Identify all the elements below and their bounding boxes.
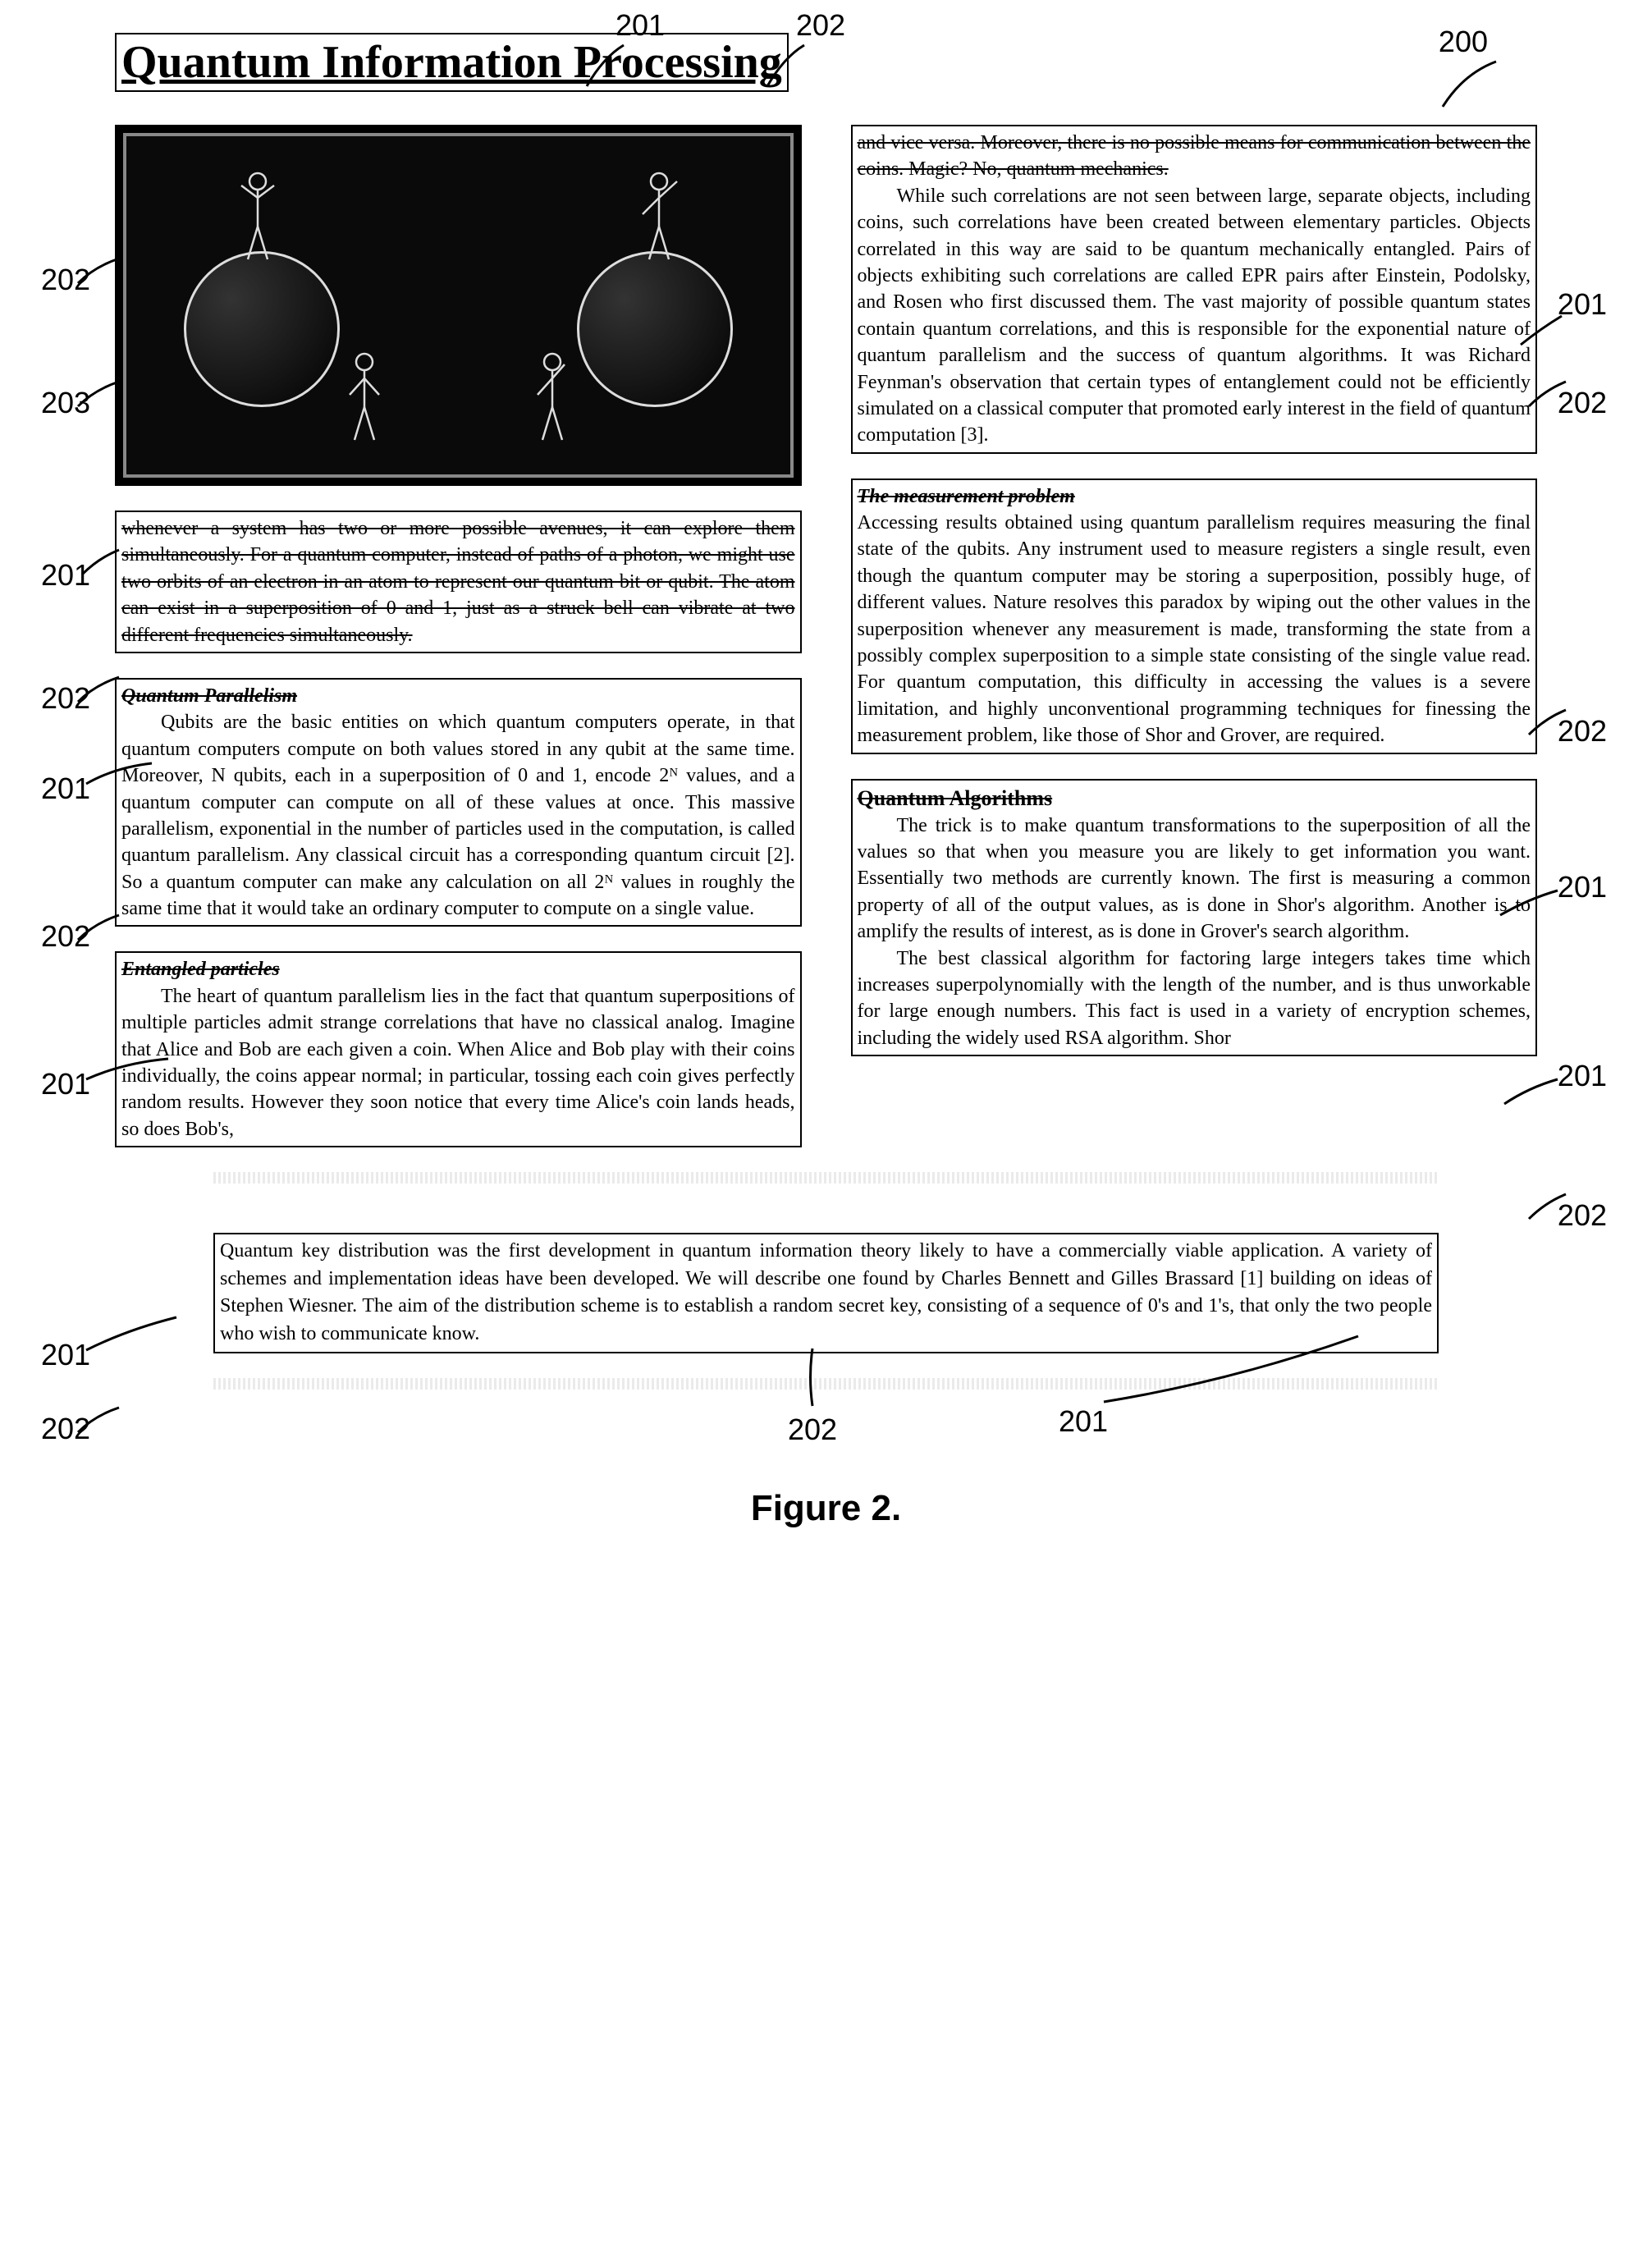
annotation-202: 202 bbox=[1558, 714, 1607, 749]
paragraph-text: The heart of quantum parallelism lies in… bbox=[121, 983, 795, 1142]
figure-caption: Figure 2. bbox=[49, 1488, 1603, 1529]
paragraph-text: Accessing results obtained using quantum… bbox=[858, 510, 1531, 749]
annotation-201: 201 bbox=[41, 772, 90, 806]
page-title: Quantum Information Processing bbox=[115, 33, 789, 92]
paragraph-text: whenever a system has two or more possib… bbox=[121, 518, 795, 646]
paragraph-text: The trick is to make quantum transformat… bbox=[858, 813, 1531, 946]
text-block: whenever a system has two or more possib… bbox=[115, 511, 802, 653]
annotation-202: 202 bbox=[1558, 386, 1607, 420]
text-block: Entangled particles The heart of quantum… bbox=[115, 951, 802, 1147]
stick-figure bbox=[528, 350, 577, 448]
annotation-202: 202 bbox=[41, 263, 90, 297]
lead-line bbox=[804, 1344, 821, 1410]
annotation-201: 201 bbox=[41, 1067, 90, 1101]
annotation-203: 203 bbox=[41, 386, 90, 420]
annotation-201: 201 bbox=[1558, 287, 1607, 322]
stick-figure bbox=[233, 169, 282, 268]
section-heading: Quantum Parallelism bbox=[121, 683, 795, 709]
stick-figure bbox=[634, 169, 684, 268]
two-column-layout: whenever a system has two or more possib… bbox=[115, 125, 1537, 1147]
paragraph-text: While such correlations are not seen bet… bbox=[858, 183, 1531, 449]
text-block: Quantum Algorithms The trick is to make … bbox=[851, 779, 1538, 1057]
text-block: Quantum Parallelism Qubits are the basic… bbox=[115, 678, 802, 927]
sphere-right bbox=[577, 251, 733, 407]
text-block-bottom: Quantum key distribution was the first d… bbox=[213, 1233, 1439, 1353]
annotation-201: 201 bbox=[1059, 1404, 1108, 1439]
page: 200 201 202 Quantum Information Processi… bbox=[49, 33, 1603, 1529]
section-heading: Entangled particles bbox=[121, 956, 795, 982]
lead-line bbox=[82, 1313, 181, 1354]
text-block: and vice versa. Moreover, there is no po… bbox=[851, 125, 1538, 454]
stick-figure bbox=[340, 350, 389, 448]
annotation-201: 201 bbox=[41, 558, 90, 593]
annotation-202: 202 bbox=[41, 681, 90, 716]
paragraph-text: Quantum key distribution was the first d… bbox=[220, 1240, 1432, 1344]
annotation-202: 202 bbox=[796, 8, 845, 43]
lead-line bbox=[1439, 57, 1504, 115]
annotation-201: 201 bbox=[1558, 1059, 1607, 1093]
annotation-201: 201 bbox=[1558, 870, 1607, 904]
annotation-202: 202 bbox=[788, 1413, 837, 1447]
annotation-202: 202 bbox=[41, 1412, 90, 1446]
right-column: and vice versa. Moreover, there is no po… bbox=[851, 125, 1538, 1147]
noise-divider bbox=[213, 1378, 1439, 1390]
figure-image bbox=[115, 125, 802, 486]
text-block: The measurement problem Accessing result… bbox=[851, 478, 1538, 754]
annotation-201: 201 bbox=[41, 1338, 90, 1372]
annotation-202: 202 bbox=[41, 919, 90, 954]
left-column: whenever a system has two or more possib… bbox=[115, 125, 802, 1147]
paragraph-text: and vice versa. Moreover, there is no po… bbox=[858, 130, 1531, 183]
noise-divider bbox=[213, 1172, 1439, 1184]
paragraph-text: The best classical algorithm for factori… bbox=[858, 946, 1531, 1052]
section-heading: Quantum Algorithms bbox=[858, 784, 1531, 813]
sphere-left bbox=[184, 251, 340, 407]
section-heading: The measurement problem bbox=[858, 483, 1531, 510]
annotation-202: 202 bbox=[1558, 1198, 1607, 1233]
annotation-201: 201 bbox=[615, 8, 665, 43]
paragraph-text: Qubits are the basic entities on which q… bbox=[121, 709, 795, 922]
annotation-200: 200 bbox=[1439, 25, 1488, 59]
